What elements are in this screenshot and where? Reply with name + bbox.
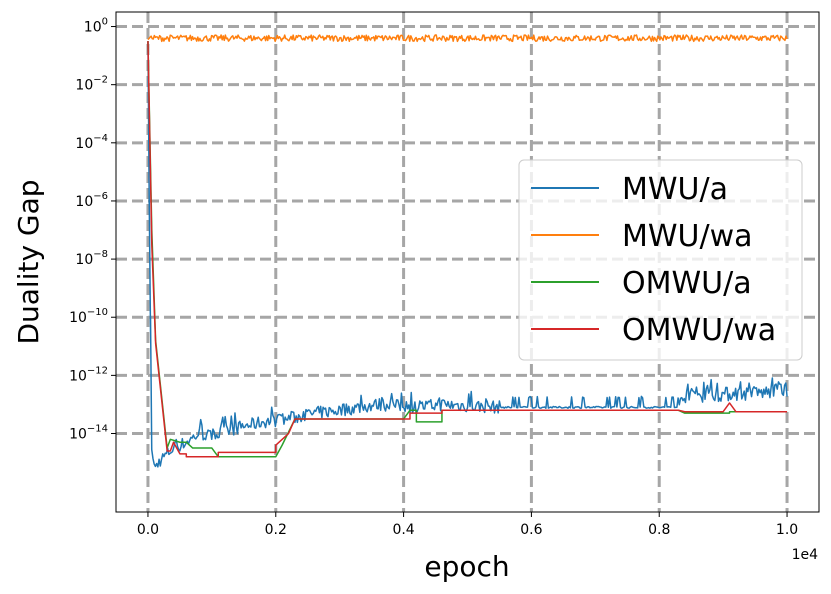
x-tick-label: 0.0 [137, 522, 159, 538]
y-tick-label: 100 [84, 17, 108, 36]
x-axis-offset-label: 1e4 [792, 547, 819, 563]
y-tick-label: 10−6 [75, 191, 108, 210]
y-tick-exponent: −6 [93, 191, 108, 202]
legend-label: OMWU/wa [622, 313, 776, 348]
y-tick-base: 10 [69, 427, 87, 443]
legend-box [518, 159, 803, 361]
x-tick-label: 0.6 [520, 522, 542, 538]
y-tick-base: 10 [84, 20, 102, 36]
y-tick-base: 10 [75, 194, 93, 210]
legend: MWU/a MWU/wa OMWU/a OMWU/wa [518, 159, 803, 361]
y-tick-exponent: −4 [93, 133, 108, 144]
x-axis-title: epoch [424, 550, 509, 583]
y-tick-base: 10 [69, 368, 87, 384]
y-tick-label: 10−2 [75, 75, 108, 94]
series-line-mwu-wa [147, 34, 788, 43]
y-tick-label: 10−14 [69, 424, 108, 443]
grid [116, 12, 819, 512]
y-tick-label: 10−10 [69, 307, 108, 326]
legend-label: OMWU/a [622, 266, 752, 301]
y-tick-exponent: −2 [93, 75, 108, 86]
legend-label: MWU/a [622, 172, 728, 207]
y-tick-label: 10−8 [75, 249, 108, 268]
x-tick-label: 0.4 [392, 522, 414, 538]
x-tick-label: 0.8 [648, 522, 670, 538]
y-tick-exponent: −14 [87, 424, 108, 435]
y-tick-label: 10−4 [75, 133, 108, 152]
series-lines [147, 34, 788, 468]
y-tick-base: 10 [69, 310, 87, 326]
y-tick-base: 10 [75, 78, 93, 94]
x-axis-ticks: 0.0 0.2 0.4 0.6 0.8 1.0 [137, 512, 798, 538]
y-tick-exponent: −12 [87, 365, 108, 376]
series-line-omwu-wa [147, 41, 788, 458]
y-tick-label: 10−12 [69, 365, 108, 384]
y-tick-exponent: −10 [87, 307, 108, 318]
y-tick-base: 10 [75, 136, 93, 152]
y-tick-base: 10 [75, 252, 93, 268]
y-tick-exponent: 0 [102, 17, 108, 28]
y-tick-exponent: −8 [93, 249, 108, 260]
y-axis-title: Duality Gap [12, 179, 45, 344]
plot-frame [115, 11, 820, 513]
legend-label: MWU/wa [622, 219, 753, 254]
x-tick-label: 1.0 [776, 522, 798, 538]
x-tick-label: 0.2 [265, 522, 287, 538]
